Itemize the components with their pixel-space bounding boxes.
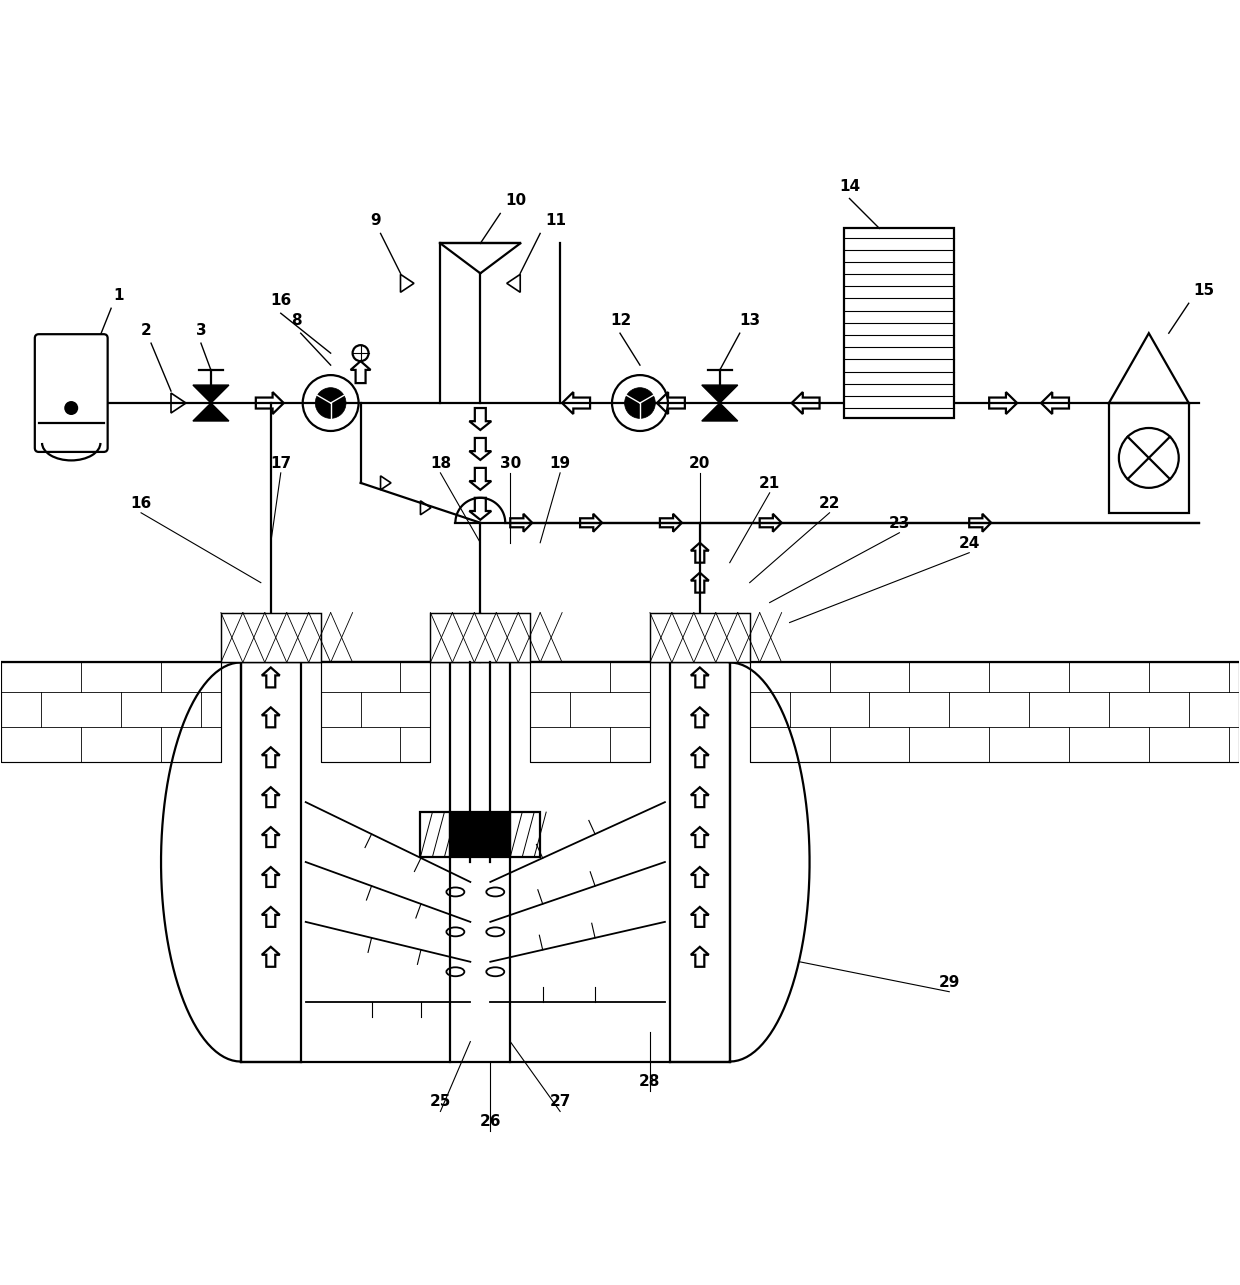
Text: 20: 20 <box>689 456 711 470</box>
Text: 26: 26 <box>480 1114 501 1130</box>
Text: 25: 25 <box>430 1095 451 1109</box>
Text: 1: 1 <box>113 288 124 303</box>
Circle shape <box>625 388 655 419</box>
Text: 28: 28 <box>640 1074 661 1090</box>
Text: 18: 18 <box>430 456 451 470</box>
Bar <box>221 613 321 663</box>
Text: 15: 15 <box>1194 283 1215 298</box>
Text: 17: 17 <box>270 456 291 470</box>
Bar <box>241 663 730 1061</box>
Text: 21: 21 <box>759 475 780 491</box>
Text: 10: 10 <box>505 194 527 208</box>
Text: 19: 19 <box>549 456 570 470</box>
Bar <box>430 613 531 663</box>
Bar <box>420 812 450 857</box>
Text: 11: 11 <box>546 213 567 229</box>
Bar <box>510 812 541 857</box>
Bar <box>844 229 955 418</box>
Text: 16: 16 <box>130 496 151 511</box>
Circle shape <box>315 388 346 419</box>
Bar <box>1109 403 1189 513</box>
Text: 30: 30 <box>500 456 521 470</box>
Polygon shape <box>193 403 229 421</box>
Circle shape <box>64 401 78 415</box>
Bar <box>321 663 430 762</box>
FancyBboxPatch shape <box>35 334 108 452</box>
Text: 27: 27 <box>549 1095 570 1109</box>
Polygon shape <box>702 403 738 421</box>
Bar <box>750 663 1239 762</box>
Text: 2: 2 <box>141 324 151 338</box>
Bar <box>531 663 650 762</box>
Bar <box>1 663 221 762</box>
Polygon shape <box>193 386 229 403</box>
Text: 12: 12 <box>610 314 631 328</box>
Text: 16: 16 <box>270 293 293 308</box>
Bar <box>450 812 510 857</box>
Text: 8: 8 <box>290 314 301 328</box>
Text: 22: 22 <box>818 496 841 511</box>
Bar <box>650 613 750 663</box>
Text: 13: 13 <box>740 314 761 328</box>
Polygon shape <box>702 386 738 403</box>
Text: 29: 29 <box>939 975 960 989</box>
Text: 14: 14 <box>839 179 861 194</box>
Text: 24: 24 <box>959 536 980 551</box>
Text: 23: 23 <box>889 515 910 531</box>
Text: 9: 9 <box>371 213 381 229</box>
Text: 3: 3 <box>196 324 207 338</box>
